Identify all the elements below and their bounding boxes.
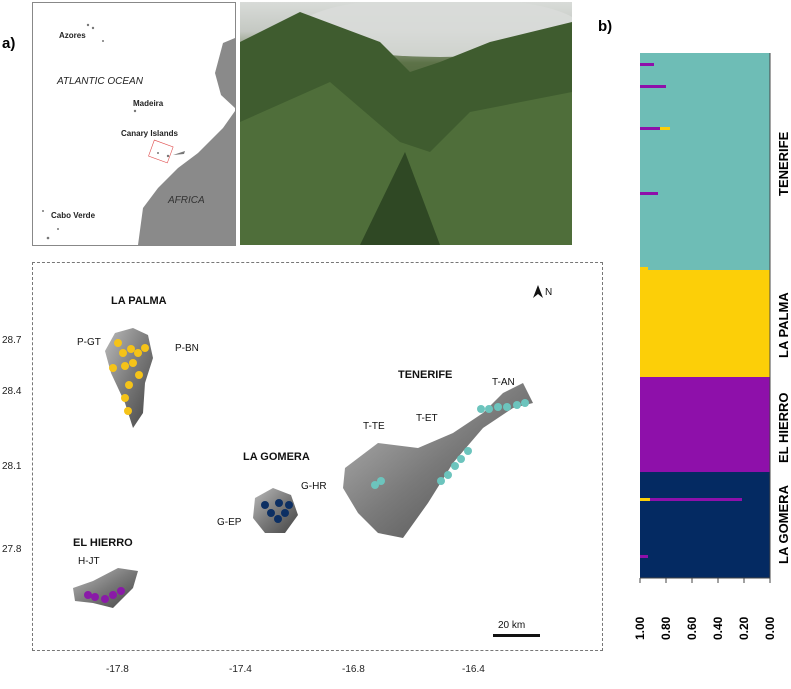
group-block-tenerife <box>640 53 770 270</box>
island-label-la-palma: LA PALMA <box>111 295 167 307</box>
label-cabo-verde: Cabo Verde <box>51 211 96 220</box>
group-label: TENERIFE <box>776 131 791 196</box>
y-tick: 27.8 <box>2 544 22 555</box>
panel-b-label: b) <box>598 18 613 35</box>
group-block-el-hierro <box>640 377 770 472</box>
la-gomera-sites <box>261 499 293 523</box>
label-africa: AFRICA <box>168 195 205 206</box>
inset-map: Azores ATLANTIC OCEAN Madeira Canary Isl… <box>32 2 236 246</box>
label-azores: Azores <box>59 31 86 40</box>
el-hierro-sites <box>84 587 125 603</box>
y-tick: 28.1 <box>2 461 22 472</box>
admixture-bar <box>640 555 648 558</box>
label-atlantic-ocean: ATLANTIC OCEAN <box>57 76 143 87</box>
y-tick: 28.7 <box>2 335 22 346</box>
admixture-bar <box>640 63 654 66</box>
site-label-g-ep: G-EP <box>217 517 242 528</box>
island-label-el-hierro: EL HIERRO <box>73 537 133 549</box>
tenerife-island <box>343 383 533 538</box>
africa-landmass <box>42 23 235 245</box>
island-label-la-gomera: LA GOMERA <box>243 451 310 463</box>
group-block-la-gomera <box>640 472 770 578</box>
group-label: EL HIERRO <box>776 392 791 464</box>
x-tick: -17.8 <box>106 664 129 675</box>
structure-plot <box>639 53 771 583</box>
canary-islands-map: LA PALMA TENERIFE LA GOMERA EL HIERRO P-… <box>32 262 603 651</box>
site-label-t-te: T-TE <box>363 421 385 432</box>
panel-a-label: a) <box>2 35 16 52</box>
admixture-bar <box>640 127 660 130</box>
tenerife-sites <box>371 399 529 489</box>
y-tick: 28.4 <box>2 386 22 397</box>
forest-valley-image <box>240 2 572 245</box>
island-label-tenerife: TENERIFE <box>398 369 453 381</box>
admixture-bar <box>640 498 742 501</box>
north-label: N <box>545 287 553 298</box>
admixture-bar <box>640 85 666 88</box>
label-canary-islands: Canary Islands <box>121 129 178 138</box>
site-label-t-an: T-AN <box>492 377 515 388</box>
x-tick: -17.4 <box>229 664 252 675</box>
north-arrow-icon <box>533 285 543 298</box>
la-gomera-island <box>253 488 298 533</box>
admixture-bar <box>640 267 648 270</box>
x-tick-label: 0.40 <box>711 616 725 640</box>
group-block-la-palma <box>640 270 770 377</box>
group-label: LA GOMERA <box>776 484 791 564</box>
scale-bar <box>493 634 540 637</box>
site-label-p-bn: P-BN <box>175 343 199 354</box>
label-madeira: Madeira <box>133 99 164 108</box>
x-tick-label: 0.00 <box>763 616 777 640</box>
admixture-bar <box>640 192 658 195</box>
site-label-g-hr: G-HR <box>301 481 327 492</box>
x-tick: -16.8 <box>342 664 365 675</box>
site-label-t-et: T-ET <box>416 413 438 424</box>
x-tick-label: 0.60 <box>685 616 699 640</box>
group-label: LA PALMA <box>776 292 791 358</box>
x-tick: -16.4 <box>462 664 485 675</box>
admixture-bar <box>640 498 650 501</box>
site-label-h-jt: H-JT <box>78 556 100 567</box>
scale-label: 20 km <box>498 620 526 631</box>
la-palma-sites <box>109 339 149 415</box>
x-tick-label: 0.20 <box>737 616 751 640</box>
forest-photo <box>240 2 572 245</box>
site-label-p-gt: P-GT <box>77 337 101 348</box>
x-tick-label: 0.80 <box>659 616 673 640</box>
islands-relief <box>73 285 543 637</box>
x-tick-label: 1.00 <box>633 616 647 640</box>
